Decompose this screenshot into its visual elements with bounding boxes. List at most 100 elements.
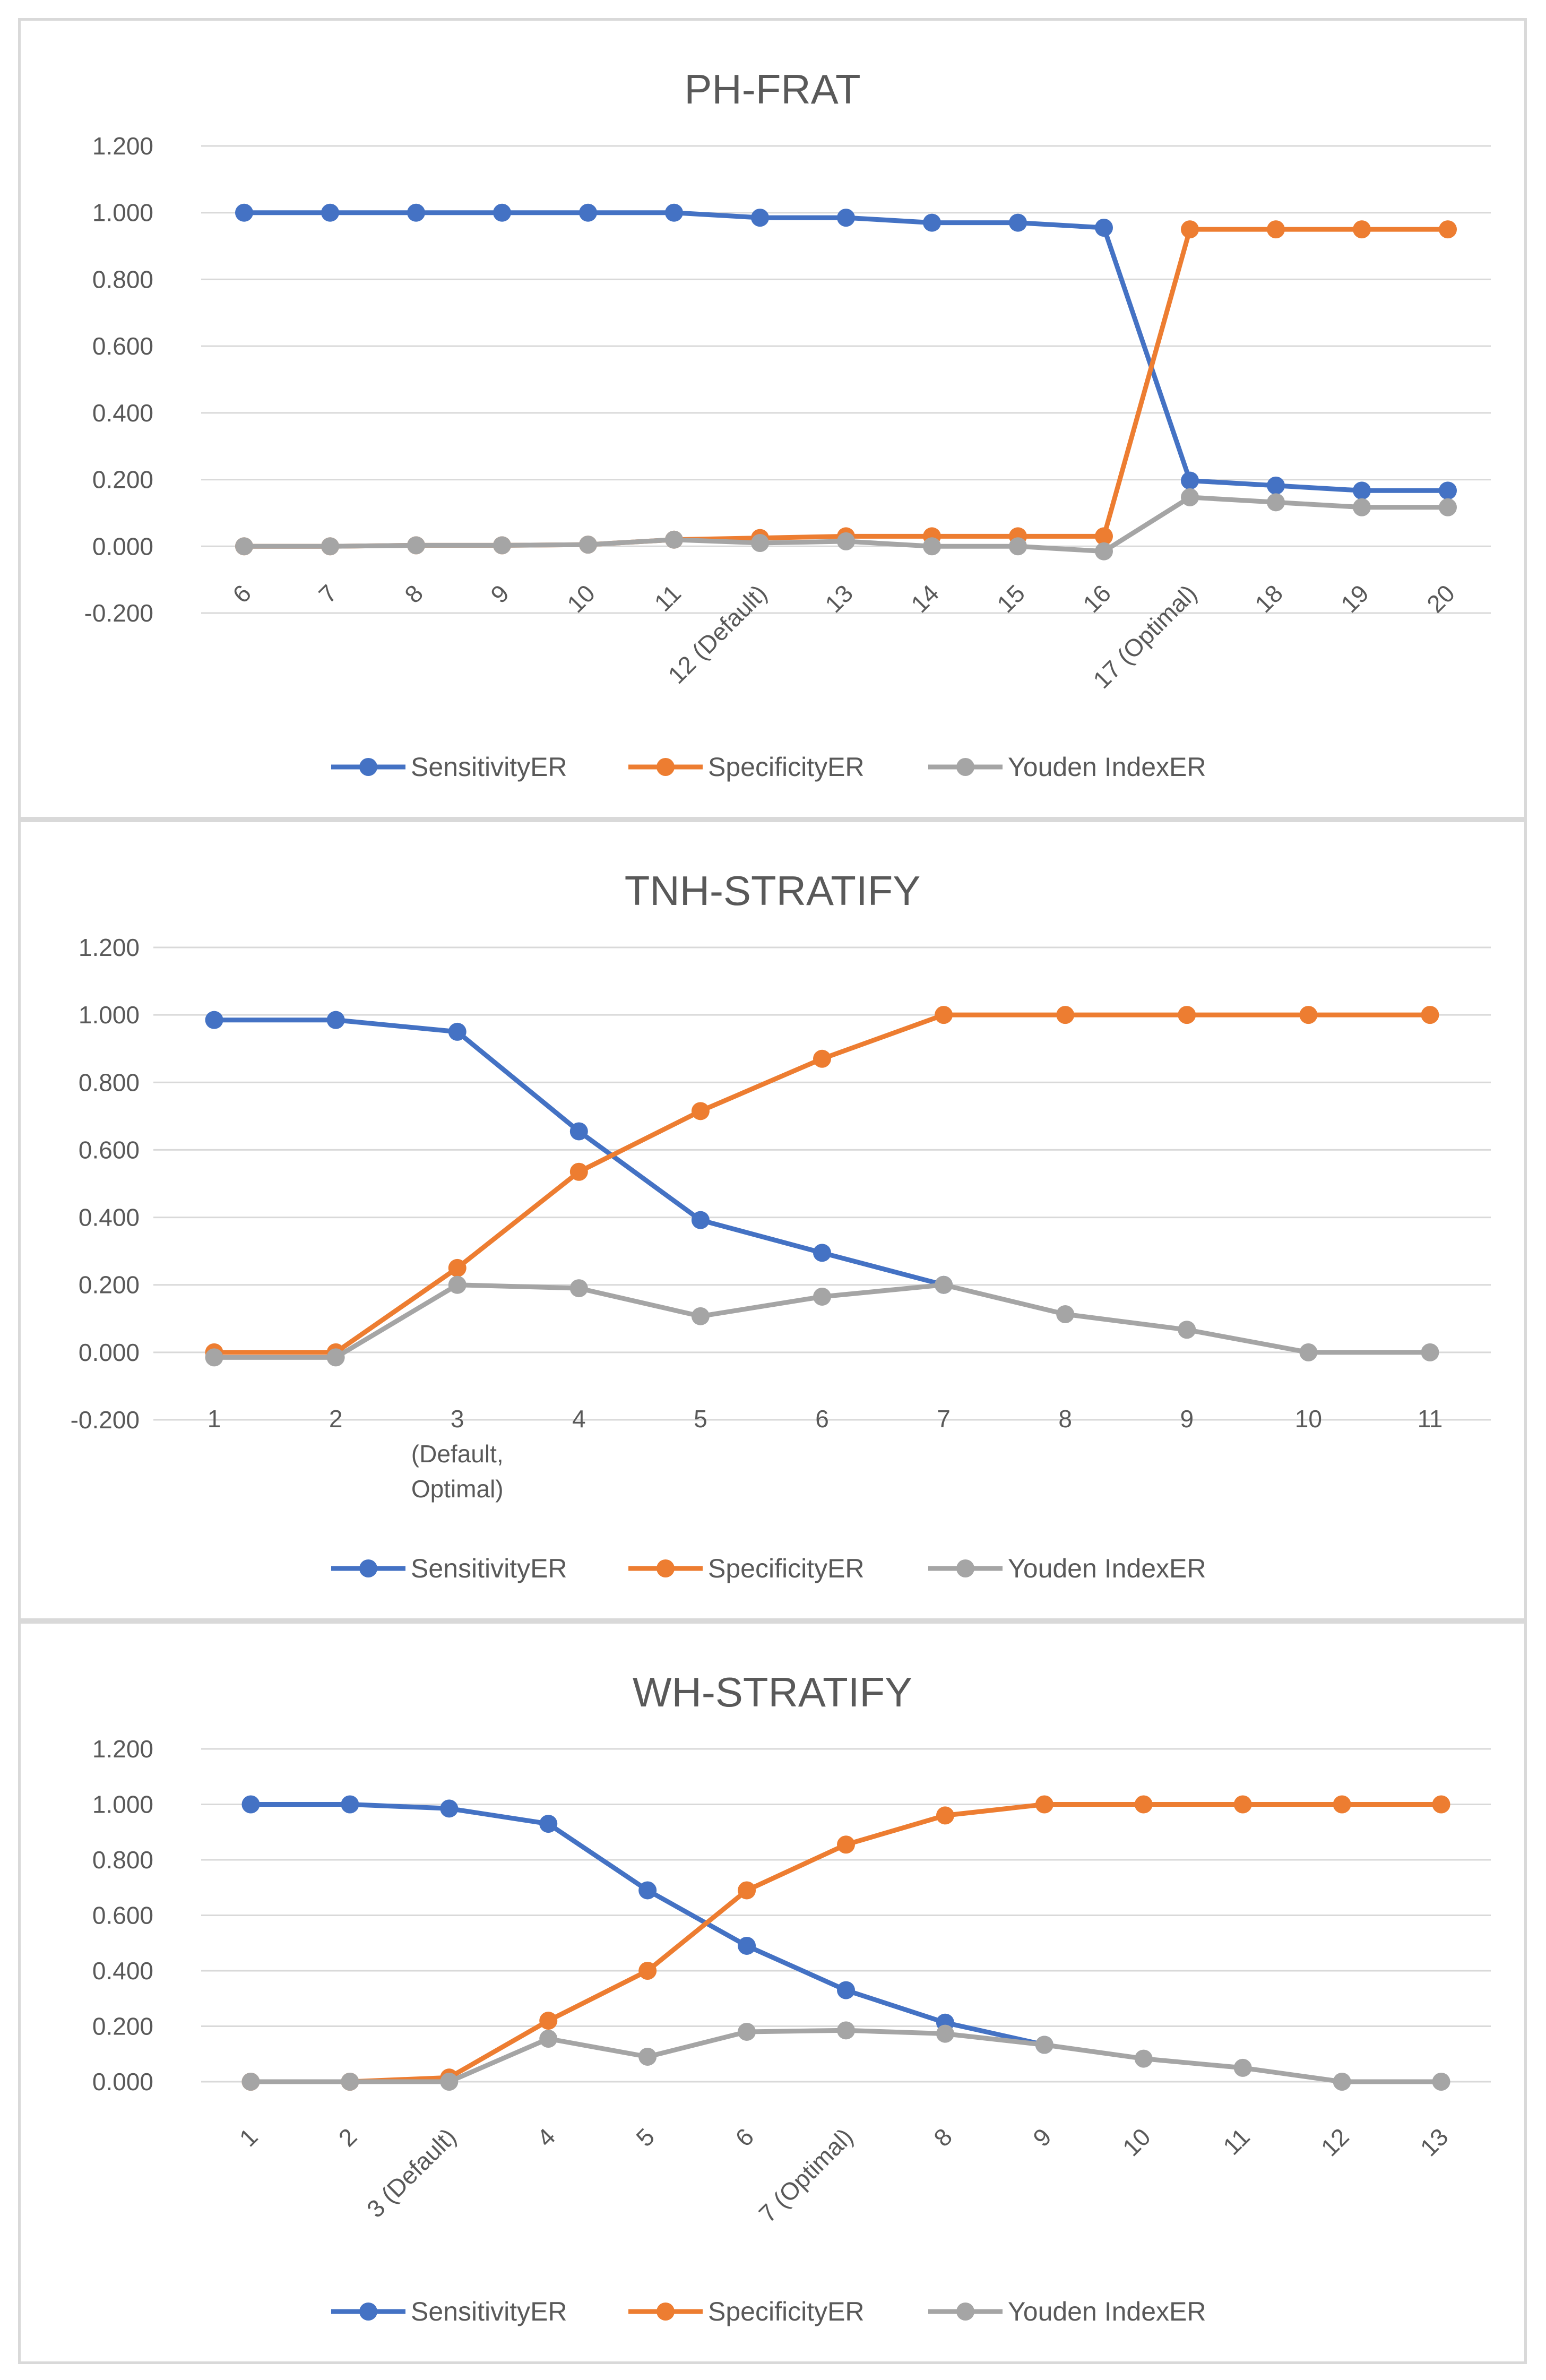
data-point-youden-indexer <box>751 534 769 552</box>
x-tick-label: 11 <box>1418 1405 1443 1433</box>
y-tick-label: 1.200 <box>92 132 153 160</box>
chart-wh-stratify: WH-STRATIFY 1.200 1.000 0.800 0.600 0.400 0.20… <box>92 1669 1491 2326</box>
legend: SensitivityER SpecificityER Youden IndexER <box>331 2297 1206 2326</box>
legend-swatch-marker <box>956 1559 974 1577</box>
x-tick-label: 6 <box>730 2123 759 2152</box>
legend-item-youden-indexer: Youden IndexER <box>928 1554 1206 1583</box>
y-tick-label: 1.000 <box>92 199 153 227</box>
series-youden-indexer <box>241 2021 1450 2091</box>
data-point-youden-indexer <box>493 536 511 555</box>
legend-item-specificityer: SpecificityER <box>628 1554 865 1583</box>
data-point-specificityer <box>738 1881 756 1900</box>
x-tick-label: 9 <box>1180 1405 1194 1433</box>
data-point-sensitivityer <box>837 1981 855 1999</box>
x-tick-label: 8 <box>399 579 428 608</box>
legend-label: SensitivityER <box>411 2297 567 2326</box>
series-specificityer <box>241 1795 1450 2091</box>
legend-item-specificityer: SpecificityER <box>628 752 865 782</box>
data-point-sensitivityer <box>665 203 683 222</box>
data-point-youden-indexer <box>1009 537 1027 556</box>
series-line-sensitivityer <box>214 1017 945 1288</box>
x-tick-label: 13 <box>1415 2123 1454 2161</box>
x-tick-label: 11 <box>649 579 687 617</box>
x-tick-label: 9 <box>1027 2123 1057 2152</box>
y-tick-label: 0.000 <box>79 1339 140 1366</box>
data-point-sensitivityer <box>1095 219 1113 237</box>
data-point-sensitivityer <box>569 1122 588 1141</box>
x-tick-label: 3 <box>451 1405 464 1433</box>
data-point-youden-indexer <box>1333 2073 1351 2091</box>
x-tick-label: 7 <box>313 579 342 608</box>
data-point-specificityer <box>936 1806 954 1825</box>
legend-item-youden-indexer: Youden IndexER <box>928 2297 1206 2326</box>
data-point-specificityer <box>1353 220 1371 239</box>
chart-title: PH-FRAT <box>684 66 860 113</box>
x-tick-label: 1 <box>234 2123 263 2152</box>
data-point-specificityer <box>1432 1795 1450 1814</box>
data-point-sensitivityer <box>691 1211 710 1229</box>
data-point-youden-indexer <box>1095 542 1113 560</box>
y-tick-label: 1.000 <box>79 1001 140 1029</box>
chart-ph-frat: PH-FRAT 1.200 1.000 0.800 0.600 0.400 0.200 0.0… <box>84 66 1491 782</box>
data-point-sensitivityer <box>1353 481 1371 500</box>
data-point-specificityer <box>539 2012 558 2030</box>
data-point-youden-indexer <box>235 537 253 556</box>
y-tick-label: 0.600 <box>79 1136 140 1163</box>
data-point-specificityer <box>837 1835 855 1854</box>
data-point-sensitivityer <box>579 203 597 222</box>
x-tick-label: 2 <box>333 2123 362 2152</box>
data-point-sensitivityer <box>1009 213 1027 232</box>
x-tick-label: 8 <box>928 2123 957 2152</box>
legend-label: SpecificityER <box>708 2297 865 2326</box>
y-tick-label: 1.200 <box>79 934 140 961</box>
data-point-youden-indexer <box>1353 498 1371 516</box>
legend-label: Youden IndexER <box>1008 1554 1206 1583</box>
y-tick-label: -0.200 <box>71 1406 140 1434</box>
data-point-specificityer <box>1095 527 1113 546</box>
data-point-youden-indexer <box>1181 488 1199 506</box>
data-point-youden-indexer <box>579 536 597 554</box>
x-tick-label: 9 <box>485 579 514 608</box>
data-point-youden-indexer <box>665 530 683 549</box>
data-point-sensitivityer <box>813 1244 831 1262</box>
chart-panel-ph-frat: PH-FRAT 1.200 1.000 0.800 0.600 0.400 0.200 0.0… <box>18 18 1527 820</box>
x-tick-label: 10 <box>1295 1405 1322 1433</box>
x-tick-label: 15 <box>991 579 1030 618</box>
legend-item-youden-indexer: Youden IndexER <box>928 752 1206 782</box>
x-tick-label: 6 <box>815 1405 829 1433</box>
series-sensitivityer <box>241 1795 1053 2054</box>
legend-label: SpecificityER <box>708 1554 865 1583</box>
data-point-sensitivityer <box>241 1795 260 1814</box>
legend-label: SensitivityER <box>411 752 567 782</box>
data-point-youden-indexer <box>241 2073 260 2091</box>
data-point-specificityer <box>1134 1795 1153 1814</box>
data-point-specificityer <box>1267 220 1285 239</box>
data-point-specificityer <box>448 1258 467 1277</box>
x-tick-label: 7 <box>937 1405 951 1433</box>
y-tick-label: 0.600 <box>92 1902 153 1929</box>
legend-swatch-marker <box>657 758 675 776</box>
x-tick-label: 4 <box>572 1405 586 1433</box>
series-line-sensitivityer <box>244 210 1448 493</box>
data-point-sensitivityer <box>321 203 339 222</box>
x-tick-label: 6 <box>227 579 256 608</box>
series-line-sensitivityer <box>251 1802 1045 2047</box>
data-point-specificityer <box>1181 220 1199 239</box>
data-point-specificityer <box>1233 1795 1252 1814</box>
data-point-youden-indexer <box>923 537 941 556</box>
y-tick-label: 0.400 <box>92 1957 153 1985</box>
y-tick-label: 0.200 <box>79 1271 140 1299</box>
data-point-youden-indexer <box>1178 1321 1196 1339</box>
y-tick-label: 0.000 <box>92 2068 153 2096</box>
data-point-specificityer <box>1178 1006 1196 1024</box>
data-point-youden-indexer <box>341 2073 359 2091</box>
data-point-sensitivityer <box>751 209 769 227</box>
data-point-specificityer <box>1035 1795 1053 1814</box>
x-tick-label: 4 <box>531 2123 560 2152</box>
y-tick-label: -0.200 <box>84 599 153 627</box>
data-point-youden-indexer <box>837 532 855 550</box>
data-point-specificityer <box>691 1102 710 1120</box>
y-tick-label: 0.400 <box>79 1204 140 1231</box>
data-point-sensitivityer <box>341 1795 359 1814</box>
data-point-sensitivityer <box>638 1881 657 1900</box>
